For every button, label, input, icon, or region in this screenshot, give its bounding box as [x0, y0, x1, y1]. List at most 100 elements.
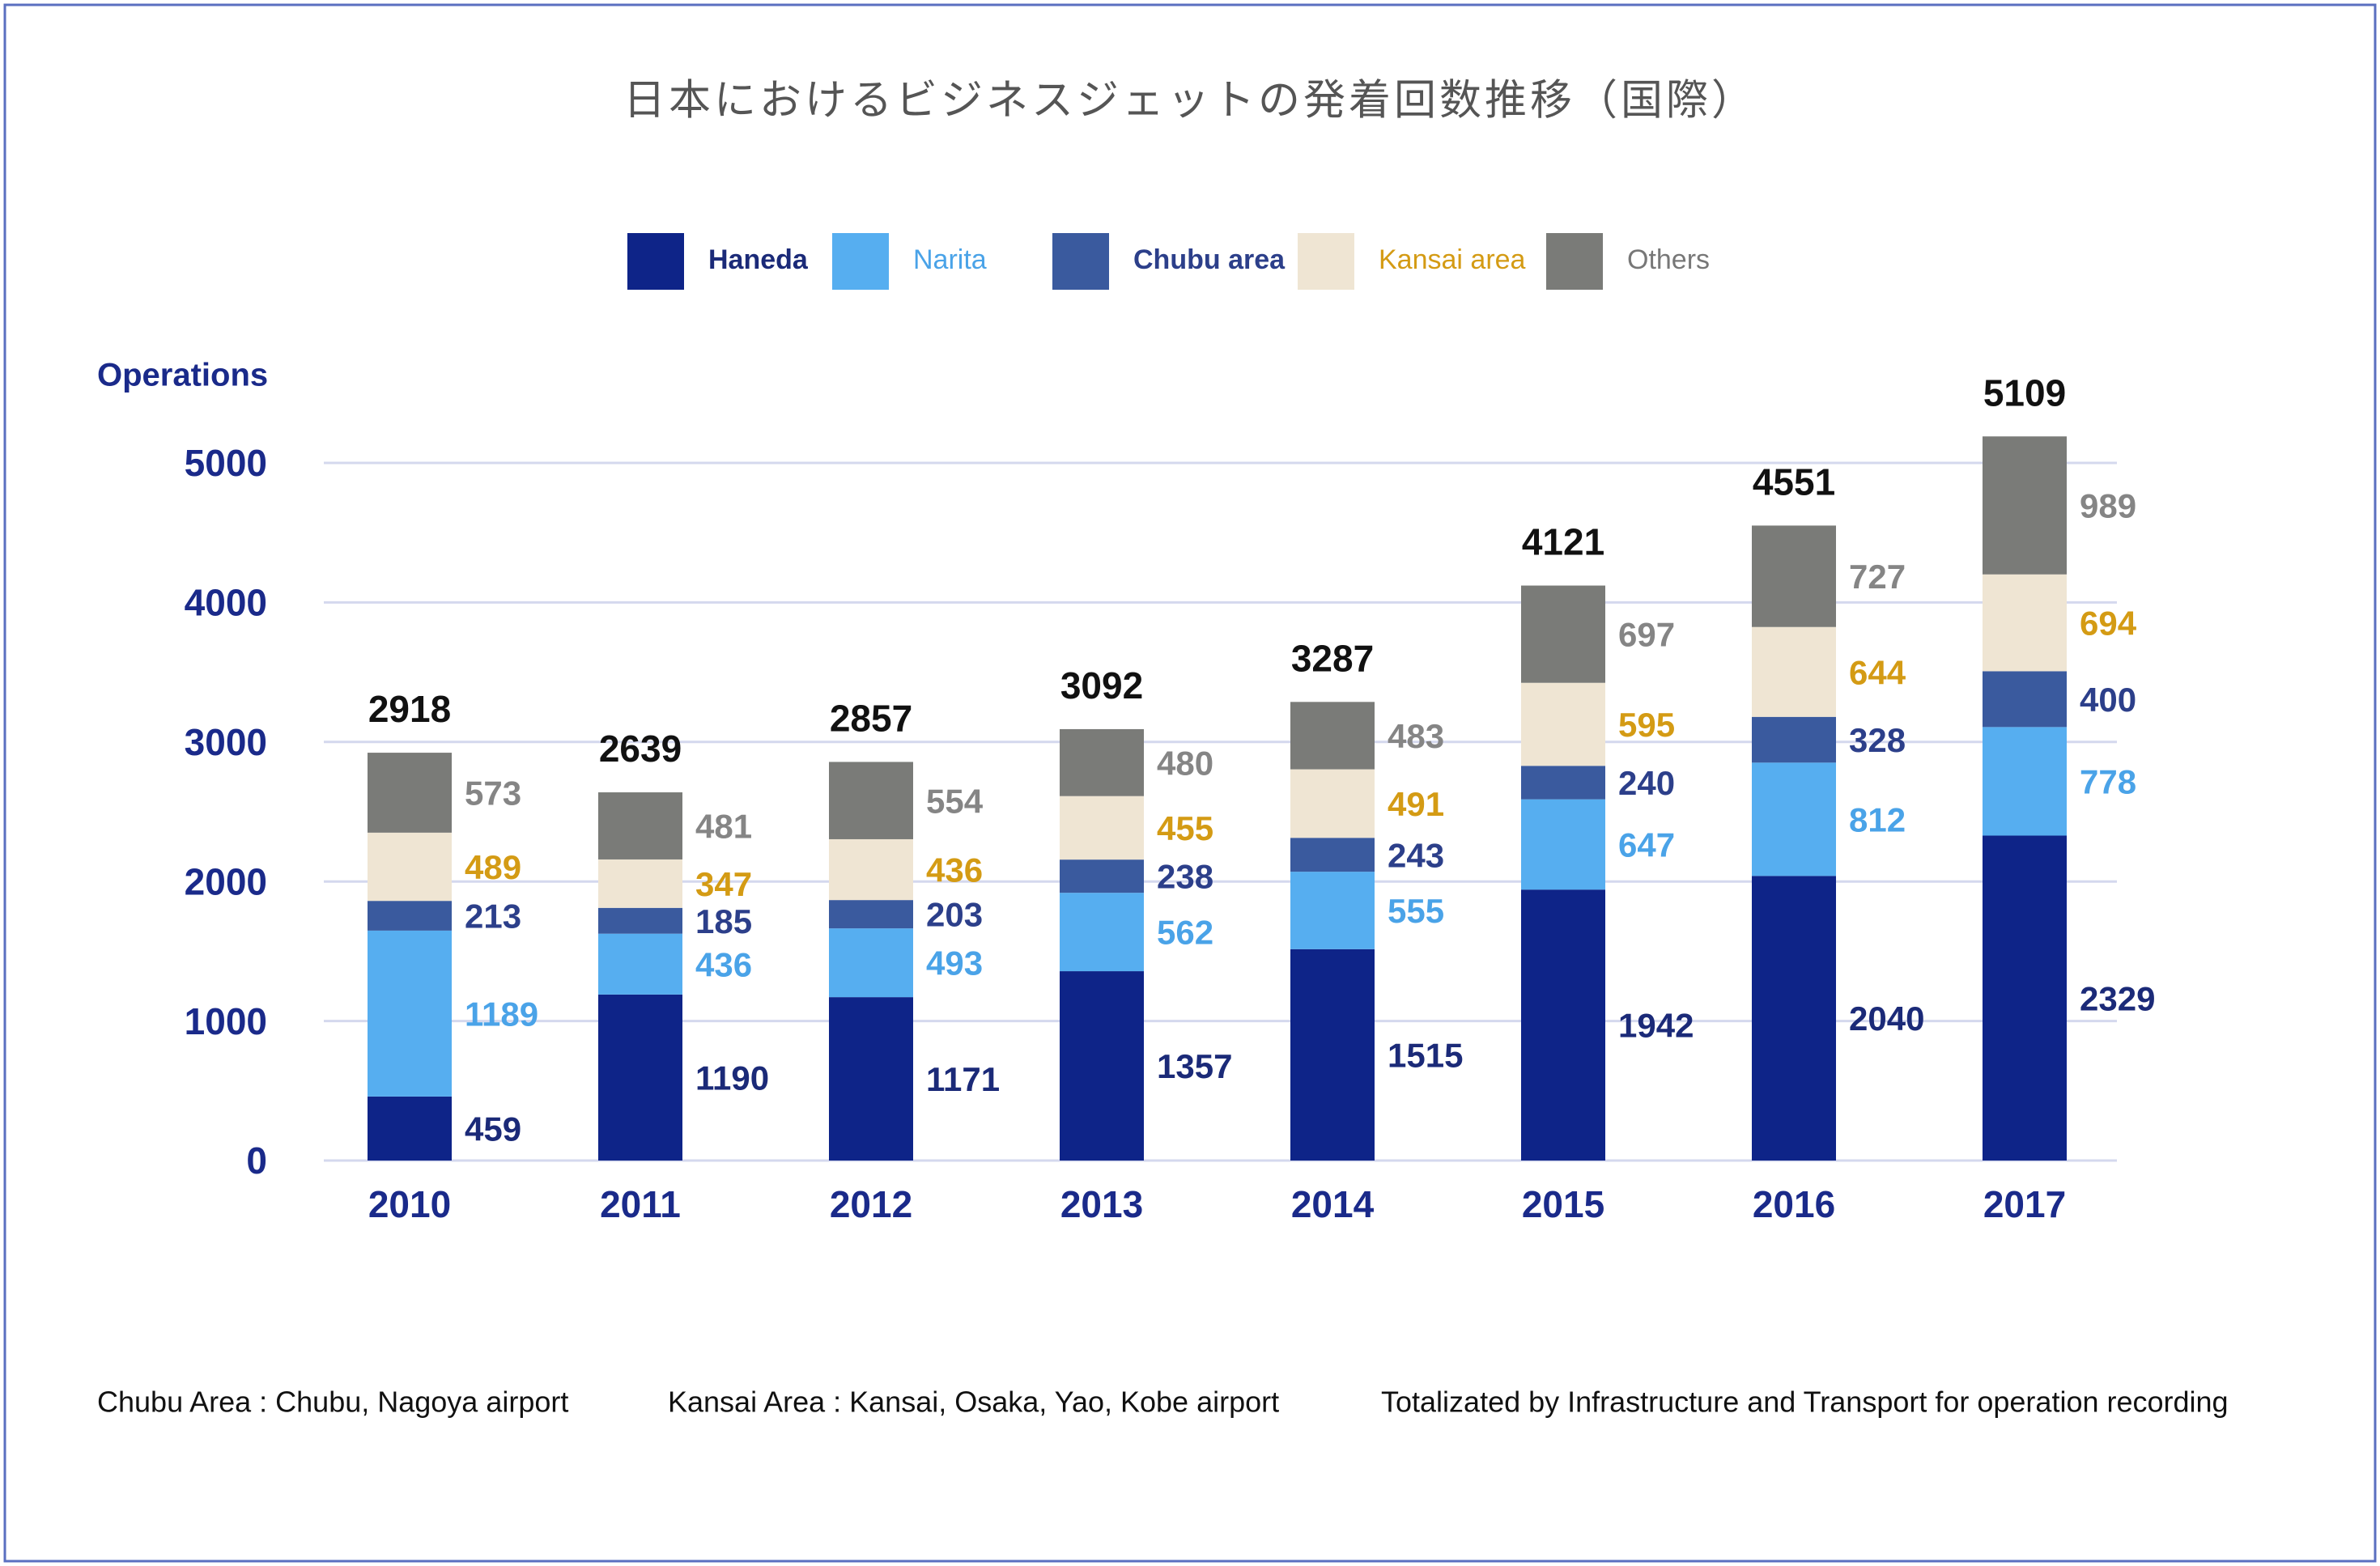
- bar-segment: [1290, 702, 1375, 770]
- total-label: 2857: [830, 698, 912, 740]
- legend-swatch: [627, 233, 684, 290]
- value-label: 573: [465, 775, 521, 813]
- legend-swatch: [1546, 233, 1603, 290]
- value-label: 2329: [2080, 979, 2155, 1017]
- bar-segment: [1983, 436, 2067, 575]
- value-label: 243: [1388, 836, 1444, 874]
- footnote: Kansai Area : Kansai, Osaka, Yao, Kobe a…: [668, 1386, 1279, 1419]
- value-label: 481: [695, 808, 752, 846]
- bar-segment: [1060, 796, 1144, 860]
- bar-segment: [598, 907, 682, 934]
- legend-label: Haneda: [708, 244, 809, 275]
- x-tick-label: 2015: [1522, 1183, 1604, 1225]
- bar-segment: [1983, 574, 2067, 672]
- bar-segment: [829, 997, 913, 1161]
- value-label: 1189: [465, 995, 538, 1033]
- bar-segment: [598, 994, 682, 1161]
- total-label: 4551: [1753, 461, 1835, 503]
- y-tick-label: 2000: [185, 860, 267, 902]
- total-label: 3092: [1060, 664, 1143, 707]
- value-label: 483: [1388, 717, 1444, 755]
- bar-segment: [1290, 769, 1375, 838]
- bar-segment: [829, 762, 913, 839]
- bar-segment: [1060, 971, 1144, 1161]
- value-label: 493: [926, 944, 983, 982]
- legend-label: Others: [1627, 244, 1710, 275]
- bar-segment: [368, 930, 452, 1097]
- bar-segment: [598, 859, 682, 908]
- bar-segment: [1521, 766, 1605, 800]
- x-tick-label: 2017: [1983, 1183, 2066, 1225]
- bar-segment: [1983, 727, 2067, 836]
- bar-segment: [1060, 893, 1144, 972]
- value-label: 436: [926, 851, 983, 889]
- y-tick-label: 1000: [185, 1000, 267, 1042]
- total-label: 3287: [1291, 637, 1374, 679]
- value-label: 436: [695, 945, 752, 983]
- bar-segment: [1752, 716, 1836, 763]
- bar-segment: [1521, 799, 1605, 890]
- value-label: 647: [1618, 826, 1675, 864]
- x-tick-label: 2011: [600, 1183, 681, 1225]
- y-tick-label: 5000: [185, 442, 267, 484]
- total-label: 2639: [599, 728, 682, 770]
- value-label: 328: [1849, 721, 1906, 759]
- value-label: 812: [1849, 800, 1906, 838]
- value-label: 1942: [1618, 1007, 1694, 1045]
- value-label: 489: [465, 848, 521, 886]
- bar-segment: [1752, 762, 1836, 876]
- value-label: 491: [1388, 785, 1444, 823]
- value-label: 1171: [926, 1060, 1000, 1098]
- value-label: 240: [1618, 764, 1675, 802]
- y-tick-label: 4000: [185, 582, 267, 624]
- bar-segment: [1752, 876, 1836, 1161]
- bar-segment: [1983, 835, 2067, 1161]
- y-tick-label: 3000: [185, 721, 267, 763]
- bar-segment: [1060, 859, 1144, 893]
- value-label: 213: [465, 898, 521, 936]
- value-label: 554: [926, 782, 984, 820]
- bar-segment: [829, 928, 913, 998]
- bar-segment: [1752, 626, 1836, 717]
- legend-label: Chubu area: [1133, 244, 1286, 275]
- bar-segment: [368, 1096, 452, 1161]
- bar-segment: [1752, 525, 1836, 627]
- footnote: Chubu Area : Chubu, Nagoya airport: [97, 1386, 568, 1419]
- x-tick-label: 2010: [368, 1183, 451, 1225]
- bar-segment: [1521, 682, 1605, 766]
- value-label: 203: [926, 896, 983, 934]
- value-label: 238: [1157, 858, 1213, 896]
- value-label: 697: [1618, 616, 1675, 654]
- x-tick-label: 2016: [1753, 1183, 1835, 1225]
- value-label: 778: [2080, 763, 2136, 801]
- total-label: 4121: [1522, 521, 1604, 563]
- bar-segment: [1290, 872, 1375, 949]
- value-label: 347: [695, 865, 752, 903]
- bar-segment: [829, 900, 913, 929]
- value-label: 185: [695, 902, 752, 940]
- legend-label: Narita: [913, 244, 987, 275]
- bar-segment: [1521, 889, 1605, 1161]
- bar-segment: [1290, 838, 1375, 872]
- bar-segment: [1060, 728, 1144, 796]
- bar-segment: [598, 792, 682, 859]
- value-label: 400: [2080, 681, 2136, 719]
- value-label: 455: [1157, 809, 1213, 847]
- legend-swatch: [1298, 233, 1354, 290]
- total-label: 5109: [1983, 371, 2066, 414]
- y-tick-label: 0: [246, 1139, 267, 1182]
- value-label: 555: [1388, 892, 1444, 930]
- bar-segment: [368, 832, 452, 902]
- value-label: 1357: [1157, 1047, 1232, 1085]
- legend-swatch: [1052, 233, 1109, 290]
- bar-segment: [1521, 585, 1605, 683]
- y-axis-label: Operations: [97, 358, 268, 393]
- legend-swatch: [832, 233, 889, 290]
- value-label: 989: [2080, 487, 2136, 525]
- x-tick-label: 2013: [1060, 1183, 1143, 1225]
- bar-segment: [368, 753, 452, 833]
- legend-label: Kansai area: [1379, 244, 1526, 275]
- x-tick-label: 2014: [1291, 1183, 1375, 1225]
- value-label: 595: [1618, 706, 1675, 744]
